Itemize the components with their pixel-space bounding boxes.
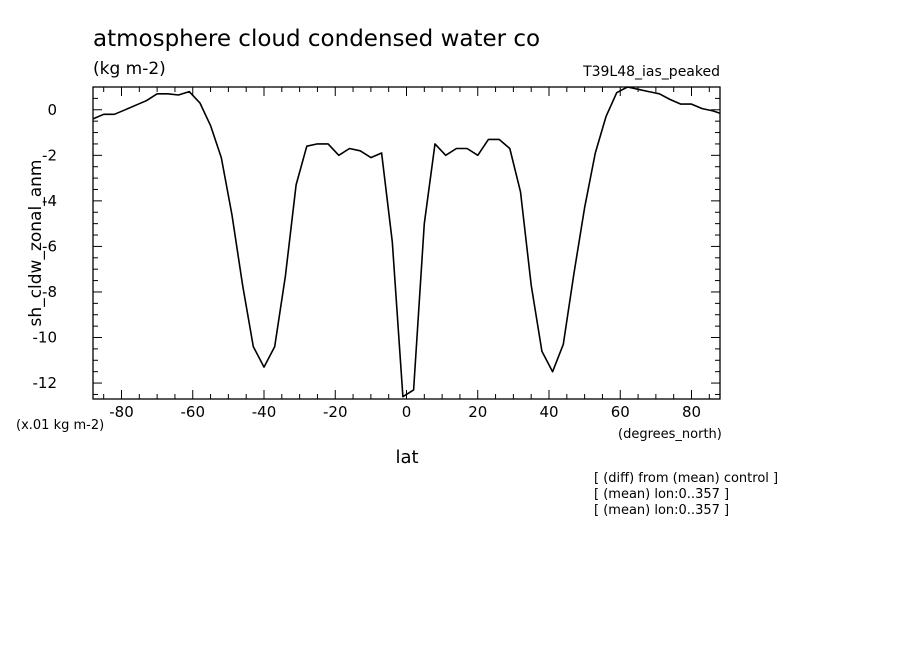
units-label: (kg m-2) xyxy=(93,59,166,79)
axis-ticks xyxy=(93,86,720,399)
y-scale-note: (x.01 kg m-2) xyxy=(16,418,104,433)
x-tick-label: 40 xyxy=(539,403,558,421)
chart-title: atmosphere cloud condensed water co xyxy=(93,26,540,52)
x-tick-label: -60 xyxy=(181,403,206,421)
y-tick-label: -8 xyxy=(42,283,57,301)
x-units-note: (degrees_north) xyxy=(618,427,722,442)
y-tick-label: -2 xyxy=(42,146,57,164)
x-tick-label: 80 xyxy=(682,403,701,421)
x-tick-label: -40 xyxy=(252,403,277,421)
y-tick-label: -10 xyxy=(33,329,58,347)
experiment-label: T39L48_ias_peaked xyxy=(582,64,720,80)
y-tick-label: 0 xyxy=(47,101,57,119)
x-tick-label: 0 xyxy=(402,403,412,421)
axis-tick-labels: -80 -60 -40 -20 0 20 40 60 80 0 -2 -4 -6 -8 -10 -12 xyxy=(33,101,702,421)
x-tick-label: -80 xyxy=(109,403,134,421)
note-line-2: [ (mean) lon:0..357 ] xyxy=(594,487,729,502)
x-tick-label: -20 xyxy=(323,403,348,421)
x-tick-label: 20 xyxy=(468,403,487,421)
x-tick-label: 60 xyxy=(611,403,630,421)
note-line-3: [ (mean) lon:0..357 ] xyxy=(594,503,729,518)
y-tick-label: -12 xyxy=(33,374,58,392)
y-axis-label: sh_cldw_zonal_anm xyxy=(26,160,46,327)
note-line-1: [ (diff) from (mean) control ] xyxy=(594,471,778,486)
y-tick-label: -6 xyxy=(42,237,57,255)
plot-frame xyxy=(92,86,721,400)
series-line xyxy=(92,86,721,398)
y-tick-label: -4 xyxy=(42,192,57,210)
x-axis-label: lat xyxy=(395,447,418,468)
